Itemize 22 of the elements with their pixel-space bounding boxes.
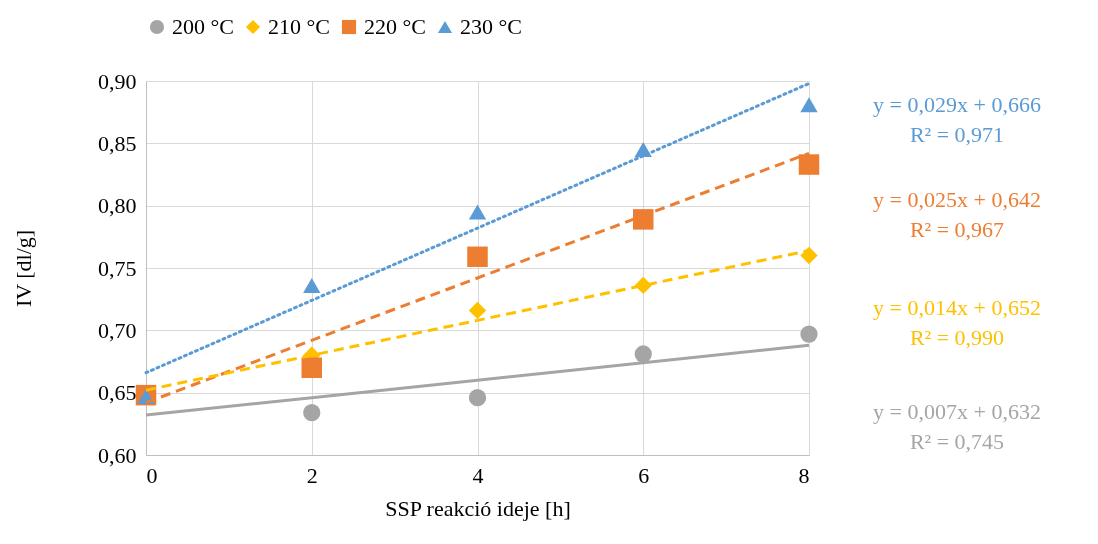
legend-label: 230 °C — [460, 14, 522, 39]
text: y = 0,014x + 0,652 R² = 0,990 — [873, 295, 1041, 350]
x-tick-label: 0 — [146, 462, 158, 488]
text: y = 0,029x + 0,666 R² = 0,971 — [873, 92, 1041, 147]
text: y = 0,007x + 0,632 R² = 0,745 — [873, 399, 1041, 454]
y-tick-label: 0,90 — [98, 68, 137, 94]
y-axis-title: IV [dl/g] — [11, 229, 36, 308]
y-tick-label: 0,85 — [98, 130, 137, 156]
x-tick-label: 8 — [798, 462, 810, 488]
y-tick-label: 0,70 — [98, 317, 137, 343]
y-tick-label: 0,80 — [98, 193, 137, 219]
x-tick-label: 4 — [472, 462, 484, 488]
text: y = 0,025x + 0,642 R² = 0,967 — [873, 187, 1041, 242]
y-tick-label: 0,65 — [98, 380, 137, 406]
x-tick-label: 2 — [306, 462, 318, 488]
x-axis-title: SSP reakció ideje [h] — [385, 495, 571, 521]
x-tick-label: 6 — [638, 462, 650, 488]
y-tick-label: 0,75 — [98, 255, 137, 281]
legend-label: 200 °C — [172, 14, 234, 39]
legend-label: 210 °C — [268, 14, 330, 39]
y-tick-label: 0,60 — [98, 442, 137, 468]
legend-label: 220 °C — [364, 14, 426, 39]
